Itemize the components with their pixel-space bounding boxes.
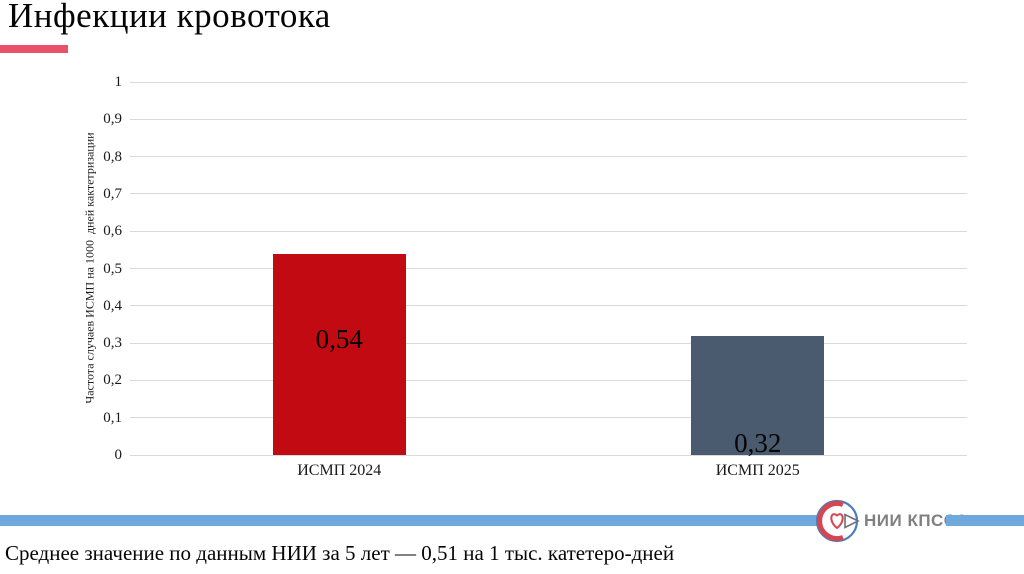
y-axis-tick-label: 0 <box>114 447 123 463</box>
bar-value-label: 0,54 <box>315 324 363 355</box>
logo-text: НИИ КПССЗ <box>864 511 968 530</box>
y-axis-tick-label: 0,3 <box>103 335 122 352</box>
y-axis-tick-label: 0,1 <box>103 409 122 426</box>
gridline <box>130 379 967 381</box>
gridline <box>130 230 967 232</box>
gridline <box>130 305 967 307</box>
x-axis-category-label: ИСМП 2024 <box>297 462 382 479</box>
gridline <box>130 81 967 83</box>
footer-accent-bar-right <box>946 515 1024 526</box>
gridline <box>130 454 967 456</box>
y-axis-tick-label: 0,7 <box>103 185 122 202</box>
gridline <box>130 342 967 344</box>
gridline <box>130 268 967 269</box>
y-axis-tick-label: 0,2 <box>103 372 122 389</box>
bar-value-label: 0,32 <box>734 428 782 458</box>
y-axis-tick-label: 1 <box>114 74 123 90</box>
y-axis-tick-label: 0,9 <box>103 111 122 128</box>
bar-ИСМП 2025 <box>691 335 825 455</box>
y-axis-tick-label: 0,6 <box>103 223 122 240</box>
y-axis-tick-label: 0,5 <box>103 260 122 277</box>
y-axis-tick-label: 0,4 <box>103 297 122 314</box>
x-axis-category-label: ИСМП 2025 <box>715 462 800 479</box>
footer-note: Среднее значение по данным НИИ за 5 лет … <box>5 541 675 565</box>
slide-title: Инфекции кровотока <box>8 0 331 35</box>
title-underline-bar <box>0 45 68 53</box>
bar-chart-plot-area: 1 0,9 0,8 0,7 0,6 0,5 0,4 0,3 0,2 0,1 0 0,54 ИСМП 20… <box>103 74 967 479</box>
footer-accent-bar-left <box>0 515 818 526</box>
gridline <box>130 417 967 419</box>
gridline <box>130 118 967 120</box>
y-axis-tick-label: 0,8 <box>103 148 122 165</box>
nii-kpssz-logo <box>815 499 860 543</box>
gridline <box>130 156 967 158</box>
gridline <box>130 193 967 195</box>
bar-ИСМП 2024 <box>272 253 406 455</box>
